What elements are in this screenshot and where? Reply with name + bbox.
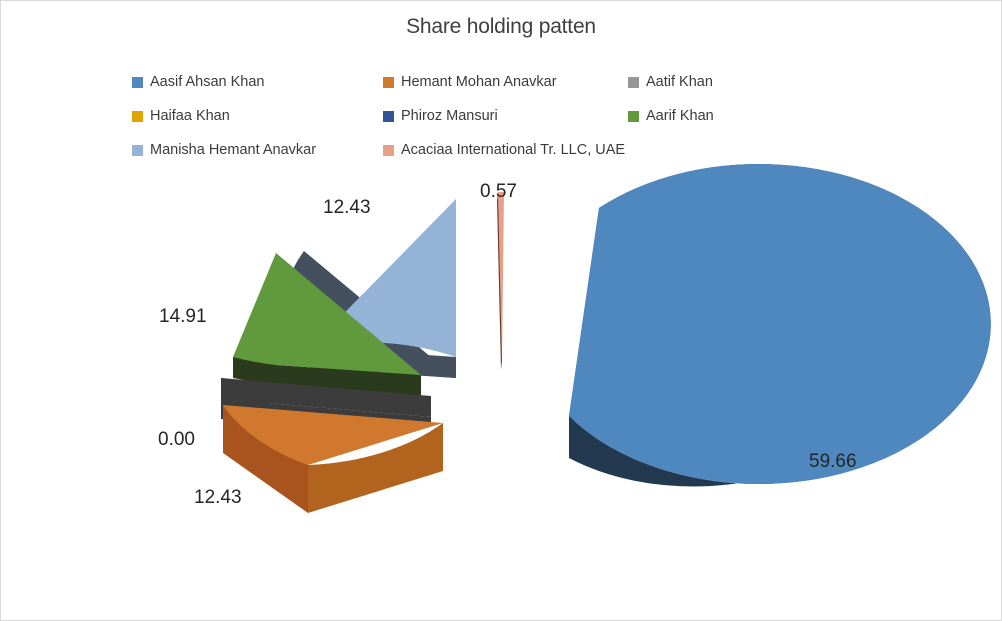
chart-legend: Aasif Ahsan Khan Hemant Mohan Anavkar Aa… [132,65,872,167]
legend-swatch-icon [383,144,394,156]
data-label-hemant: 12.43 [194,487,242,508]
pie-slice-side [221,399,431,423]
legend-item-phiroz-mansuri[interactable]: Phiroz Mansuri [383,99,628,133]
legend-swatch-icon [132,76,143,88]
chart-title: Share holding patten [406,15,596,38]
legend-item-hemant-mohan-anavkar[interactable]: Hemant Mohan Anavkar [383,65,628,99]
pie-slice-hemant-mohan-anavkar[interactable] [223,405,443,513]
legend-item-manisha-hemant-anavkar[interactable]: Manisha Hemant Anavkar [132,133,383,167]
pie-slice-acaciaa-international[interactable] [497,192,504,370]
legend-item-label: Haifaa Khan [150,107,230,124]
pie-svg [221,163,991,513]
pie-slice-side [497,192,502,370]
legend-item-aasif-ahsan-khan[interactable]: Aasif Ahsan Khan [132,65,383,99]
pie-slice-aasif-ahsan-khan[interactable] [569,163,991,487]
legend-item-acaciaa-international[interactable]: Acaciaa International Tr. LLC, UAE [383,133,628,167]
pie-slice-side [233,357,276,386]
legend-item-label: Acaciaa International Tr. LLC, UAE [401,141,626,158]
legend-item-label: Aasif Ahsan Khan [150,73,265,90]
legend-row: Aasif Ahsan Khan Hemant Mohan Anavkar Aa… [132,65,872,99]
legend-swatch-icon [628,110,639,122]
legend-swatch-icon [132,110,143,122]
legend-swatch-icon [132,144,143,156]
legend-item-label: Manisha Hemant Anavkar [150,141,317,158]
pie-slice-side [221,378,431,417]
legend-swatch-icon [383,76,394,88]
legend-swatch-icon [628,76,639,88]
legend-item-label: Phiroz Mansuri [401,107,498,124]
legend-item-aarif-khan[interactable]: Aarif Khan [628,99,828,133]
pie-slice-top [569,163,991,484]
data-label-aarif: 14.91 [159,306,207,327]
legend-item-aatif-khan[interactable]: Aatif Khan [628,65,828,99]
legend-row: Manisha Hemant Anavkar Acaciaa Internati… [132,133,872,167]
data-label-aatif: 0.00 [158,429,195,450]
legend-row: Haifaa Khan Phiroz Mansuri Aarif Khan [132,99,872,133]
legend-item-label: Hemant Mohan Anavkar [401,73,557,90]
pie-slice-aatif-khan[interactable] [221,378,431,426]
pie-slice-side [223,405,308,513]
data-label-aasif: 59.66 [809,451,857,472]
pie-slice-top [498,192,504,361]
pie-slice-top [223,405,443,465]
pie-graphic: 12.43 0.57 14.91 0.00 12.43 59.66 [1,161,1001,581]
legend-item-label: Aatif Khan [646,73,713,90]
data-label-acaciaa: 0.57 [480,181,517,202]
pie-slice-top [233,253,421,375]
legend-item-haifaa-khan[interactable]: Haifaa Khan [132,99,383,133]
legend-item-label: Aarif Khan [646,107,714,124]
legend-swatch-icon [383,110,394,122]
data-label-manisha: 12.43 [323,197,371,218]
pie-slice-side [308,423,443,513]
